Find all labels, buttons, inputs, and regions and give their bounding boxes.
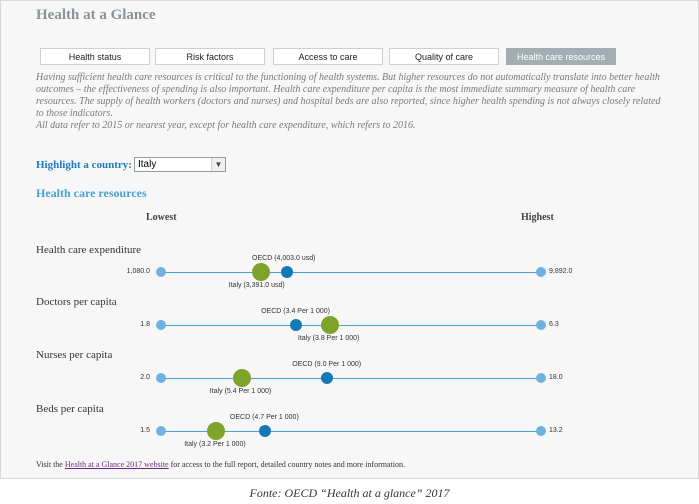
app-title: Health at a Glance	[36, 7, 156, 23]
max-value-label: 18.0	[549, 374, 563, 381]
indicator-label: Beds per capita	[36, 403, 104, 415]
oecd-dot[interactable]	[258, 425, 271, 437]
oecd-dot[interactable]	[281, 266, 294, 278]
min-value-label: 2.0	[140, 374, 150, 381]
intro-paragraph: Having sufficient health care resources …	[36, 72, 661, 119]
indicator-track	[161, 431, 541, 432]
tab-quality-of-care[interactable]: Quality of care	[389, 48, 499, 65]
tab-access-to-care[interactable]: Access to care	[273, 48, 383, 65]
section-title: Health care resources	[36, 186, 147, 200]
oecd-value-label: OECD (3.4 Per 1 000)	[261, 308, 330, 315]
indicator-track	[161, 378, 541, 379]
country-value-label: Italy (3,391.0 usd)	[228, 282, 285, 289]
indicator-label: Doctors per capita	[36, 296, 117, 308]
min-value-label: 1.5	[140, 427, 150, 434]
min-dot	[156, 267, 166, 277]
min-value-label: 1,080.0	[126, 268, 150, 275]
indicator-label: Nurses per capita	[36, 349, 113, 361]
min-dot	[156, 320, 166, 330]
country-value-label: Italy (3.2 Per 1 000)	[184, 441, 246, 448]
max-value-label: 13.2	[549, 427, 563, 434]
oecd-value-label: OECD (4,003.0 usd)	[252, 255, 316, 262]
max-value-label: 9,892.0	[549, 268, 573, 275]
footer-suffix: for access to the full report, detailed …	[168, 460, 405, 469]
country-dot[interactable]	[320, 316, 339, 334]
tab-health-status[interactable]: Health status	[40, 48, 150, 65]
country-value-label: Italy (5.4 Per 1 000)	[209, 388, 272, 395]
tab-risk-factors[interactable]: Risk factors	[155, 48, 265, 65]
footer-text: Visit the Health at a Glance 2017 websit…	[36, 460, 405, 469]
oecd-dot[interactable]	[321, 372, 334, 384]
indicator-track	[161, 272, 541, 273]
figure-caption: Fonte: OECD “Health at a glance” 2017	[249, 486, 450, 500]
oecd-value-label: OECD (4.7 Per 1 000)	[229, 414, 299, 421]
max-dot	[536, 267, 546, 277]
max-value-label: 6.3	[549, 321, 559, 328]
country-dot[interactable]	[251, 263, 270, 281]
min-dot	[156, 426, 166, 436]
min-dot	[156, 373, 166, 383]
lowest-label: Lowest	[146, 212, 177, 223]
intro-note: All data refer to 2015 or nearest year, …	[36, 120, 416, 131]
oecd-value-label: OECD (9.0 Per 1 000)	[292, 361, 362, 368]
indicator-label: Health care expenditure	[36, 244, 142, 256]
oecd-dot[interactable]	[290, 319, 303, 331]
website-link[interactable]: Health at a Glance 2017 website	[64, 460, 169, 469]
highest-label: Highest	[521, 212, 554, 223]
min-value-label: 1.8	[140, 321, 150, 328]
indicator-track	[161, 325, 541, 326]
country-dot[interactable]	[232, 369, 251, 387]
max-dot	[536, 426, 546, 436]
footer-prefix: Visit the	[36, 460, 65, 469]
highlight-country-label: Highlight a country:	[36, 159, 132, 171]
intro-text: Having sufficient health care resources …	[36, 72, 668, 132]
app-panel: Health at a Glance Health status Risk fa…	[0, 0, 699, 479]
country-select[interactable]: Italy ▼	[134, 157, 226, 172]
country-select-value: Italy	[138, 159, 157, 170]
country-value-label: Italy (3.8 Per 1 000)	[297, 335, 360, 342]
max-dot	[536, 373, 546, 383]
country-dot[interactable]	[207, 422, 226, 440]
max-dot	[536, 320, 546, 330]
chevron-down-icon[interactable]: ▼	[211, 158, 225, 171]
tab-health-care-resources[interactable]: Health care resources	[506, 48, 616, 65]
